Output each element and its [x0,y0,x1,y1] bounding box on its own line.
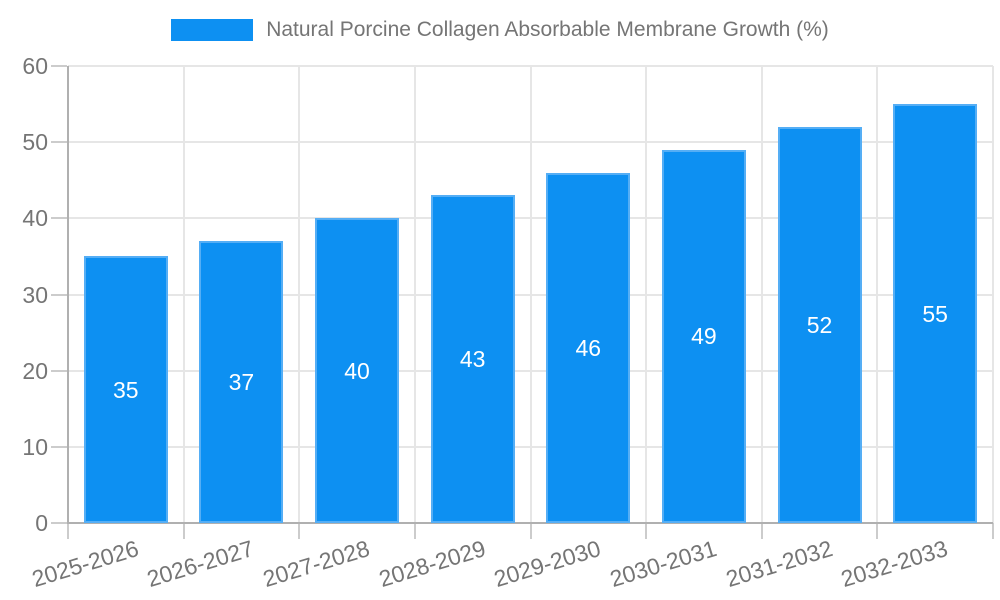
y-tick-label: 40 [22,205,48,232]
bar [893,104,978,523]
x-tick-label: 2028-2029 [375,535,489,593]
y-tick-mark [51,293,67,296]
bar-value-label: 37 [228,369,255,396]
chart-title: Natural Porcine Collagen Absorbable Memb… [266,18,829,41]
gridline-vertical [876,66,879,523]
y-tick-mark [51,522,67,524]
gridline-vertical [182,66,185,523]
y-tick-mark [51,65,67,67]
x-tick-mark [645,523,648,539]
bar [661,149,746,523]
x-tick-label: 2029-2030 [491,535,604,593]
bar-value-label: 35 [113,376,139,403]
legend-swatch [171,19,254,41]
y-tick-label: 20 [22,357,48,384]
bar-value-label: 52 [806,311,833,338]
chart-legend[interactable]: Natural Porcine Collagen Absorbable Memb… [0,18,1000,42]
y-tick-mark [51,369,67,372]
x-tick-mark [760,523,763,539]
plot-area: 0 10 20 30 40 50 60 35 2025-2026 37 2026-2027 40 202… [22,53,994,592]
bar-value-label: 40 [344,357,370,384]
x-tick-label: 2027-2028 [259,535,373,593]
gridline-vertical [992,66,994,523]
bar [315,218,400,523]
x-tick-label: 2031-2032 [722,535,836,593]
bar [546,172,631,523]
x-tick-label: 2032-2033 [837,535,951,593]
x-tick-label: 2030-2031 [606,535,720,593]
bar [430,195,515,523]
gridline-vertical [413,66,416,523]
x-axis-line [67,522,993,524]
y-tick-label: 10 [22,433,48,460]
x-tick-mark [67,523,69,539]
bar-value-label: 49 [691,323,717,350]
x-tick-label: 2025-2026 [28,535,142,593]
x-tick-mark [529,523,532,539]
x-tick-mark [298,523,301,539]
y-tick-mark [51,217,67,220]
y-axis-line [67,66,69,524]
x-tick-label: 2026-2027 [144,535,258,593]
y-tick-mark [51,141,67,144]
y-tick-label: 60 [22,53,48,79]
y-tick-label: 50 [22,129,48,156]
bar [777,126,862,523]
bar [199,241,284,523]
gridline-vertical [529,66,532,523]
y-tick-label: 0 [35,510,48,536]
y-tick-label: 30 [22,281,48,308]
gridline-vertical [760,66,763,523]
bar-value-label: 43 [459,346,486,373]
bar-value-label: 55 [922,300,948,327]
gridline-vertical [298,66,301,523]
x-tick-mark [876,523,879,539]
x-tick-mark [992,523,994,539]
bar [83,256,168,523]
x-tick-mark [182,523,185,539]
x-tick-mark [413,523,416,539]
bar-value-label: 46 [575,334,602,361]
y-tick-mark [51,445,67,448]
gridline-vertical [645,66,648,523]
